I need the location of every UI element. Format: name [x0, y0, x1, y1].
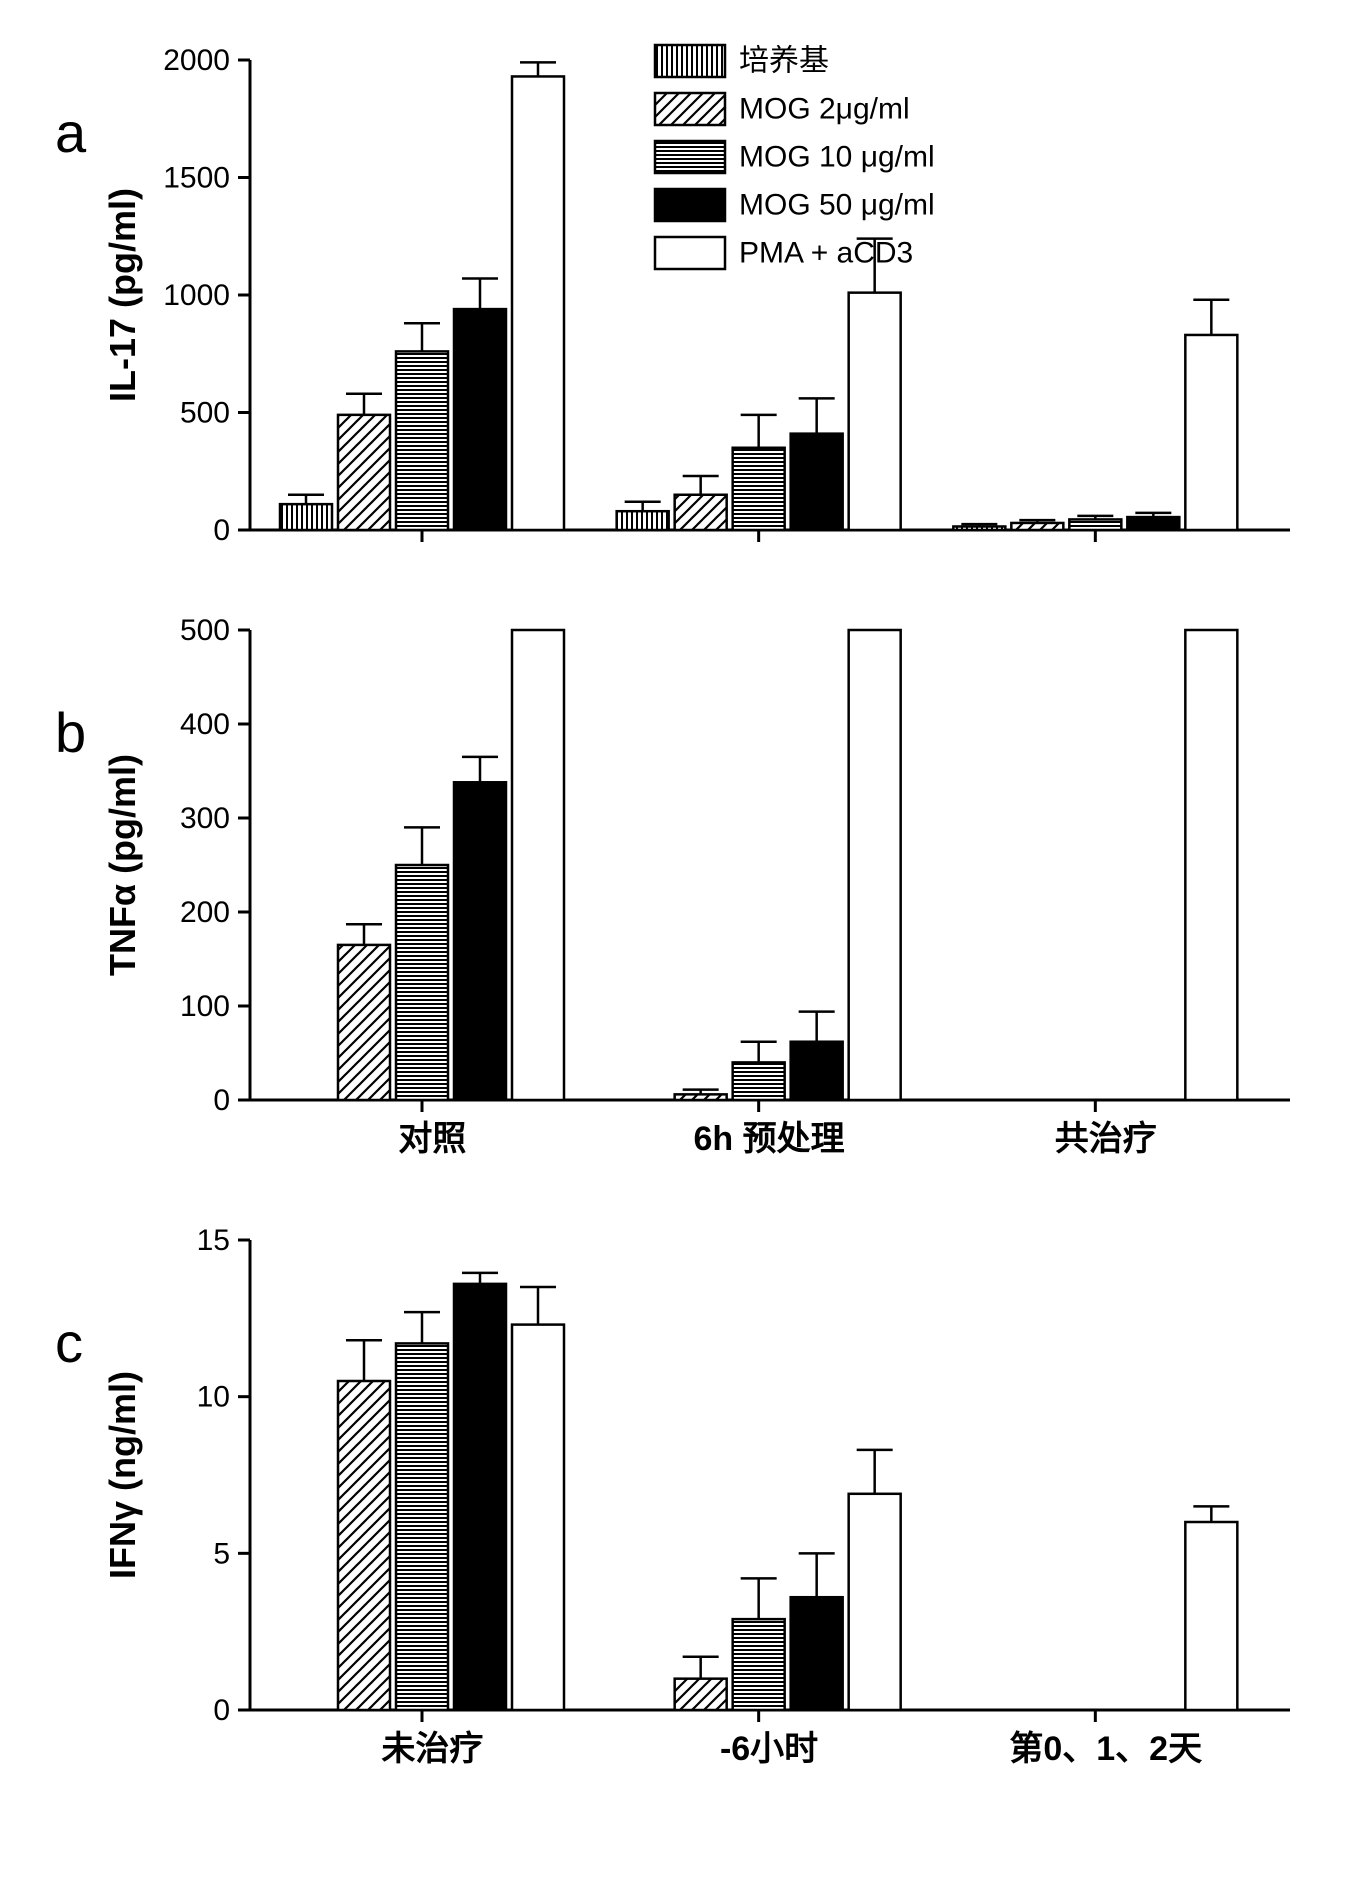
legend-swatch-media — [655, 45, 725, 77]
y-tick-label: 300 — [180, 802, 230, 835]
bar-a-g1-mog2 — [675, 495, 727, 530]
bar-a-g1-mog50 — [791, 434, 843, 530]
bar-a-g2-media — [953, 526, 1005, 530]
bar-a-g2-mog50 — [1127, 517, 1179, 530]
y-tick-label: 0 — [213, 514, 230, 547]
x-group-label: -6小时 — [720, 1730, 818, 1768]
y-tick-label: 5 — [213, 1537, 230, 1570]
legend-swatch-mog10 — [655, 141, 725, 173]
bar-a-g0-media — [280, 504, 332, 530]
bar-b-g2-pma — [1185, 630, 1237, 1100]
panel-c: 0 5 10 15 IFNγ (ng/ml) 未治疗 -6小时 第0、1、2天 — [102, 1224, 1290, 1768]
bar-c-g1-pma — [849, 1494, 901, 1710]
bar-c-g1-mog2 — [675, 1679, 727, 1710]
x-group-label: 对照 — [398, 1120, 466, 1158]
bar-b-g1-mog10 — [733, 1062, 785, 1100]
bar-b-g0-mog10 — [396, 865, 448, 1100]
y-tick-label: 100 — [180, 990, 230, 1023]
x-group-label: 未治疗 — [381, 1730, 483, 1768]
y-tick-label: 500 — [180, 397, 230, 430]
bar-a-g2-mog10 — [1069, 519, 1121, 530]
legend-label-mog2: MOG 2μg/ml — [739, 93, 910, 126]
bar-a-g0-mog10 — [396, 351, 448, 530]
legend-swatch-pma — [655, 237, 725, 269]
bar-c-g1-mog50 — [791, 1597, 843, 1710]
bar-a-g1-media — [617, 511, 669, 530]
y-tick-label: 1500 — [163, 162, 230, 195]
bar-b-g1-pma — [849, 630, 901, 1100]
legend-label-mog50: MOG 50 μg/ml — [739, 189, 935, 222]
bar-b-g1-mog50 — [791, 1042, 843, 1100]
y-axis-label: IFNγ (ng/ml) — [102, 1371, 143, 1579]
bar-b-g0-mog50 — [454, 782, 506, 1100]
bar-a-g0-mog50 — [454, 309, 506, 530]
bar-a-g1-mog10 — [733, 448, 785, 530]
bar-c-g0-pma — [512, 1325, 564, 1710]
x-group-label: 6h 预处理 — [694, 1120, 845, 1158]
panel-b: 0 100 200 300 400 500 TNFα (pg/ml) 对照 6h 预处理 共治疗 — [102, 614, 1290, 1158]
bar-b-g0-mog2 — [338, 945, 390, 1100]
bar-c-g0-mog2 — [338, 1381, 390, 1710]
x-group-label: 共治疗 — [1055, 1120, 1157, 1158]
legend-swatch-mog50 — [655, 189, 725, 221]
bar-c-g0-mog50 — [454, 1284, 506, 1710]
y-tick-label: 1000 — [163, 279, 230, 312]
bar-b-g0-pma — [512, 630, 564, 1100]
x-group-label: 第0、1、2天 — [1009, 1730, 1202, 1768]
legend-label-mog10: MOG 10 μg/ml — [739, 141, 935, 174]
figure-svg: 0500100015002000IL-17 (pg/ml)01002003004… — [0, 0, 1360, 1900]
y-tick-label: 200 — [180, 896, 230, 929]
bar-a-g2-pma — [1185, 335, 1237, 530]
y-tick-label: 400 — [180, 708, 230, 741]
bar-a-g0-mog2 — [338, 415, 390, 530]
y-tick-label: 15 — [197, 1224, 230, 1257]
y-tick-label: 500 — [180, 614, 230, 647]
bar-a-g0-pma — [512, 76, 564, 530]
y-axis-label: IL-17 (pg/ml) — [102, 188, 143, 402]
bar-a-g2-mog2 — [1011, 523, 1063, 530]
y-tick-label: 10 — [197, 1381, 230, 1414]
bar-c-g0-mog10 — [396, 1343, 448, 1710]
y-tick-label: 2000 — [163, 44, 230, 77]
bar-b-g1-mog2 — [675, 1094, 727, 1100]
y-tick-label: 0 — [213, 1084, 230, 1117]
bar-a-g1-pma — [849, 293, 901, 530]
legend-label-media: 培养基 — [739, 45, 829, 78]
figure-page: a b c 0500100015002000IL-17 (pg/ml)01002… — [0, 0, 1360, 1900]
legend-label-pma: PMA + aCD3 — [739, 237, 913, 270]
bar-c-g1-mog10 — [733, 1619, 785, 1710]
y-tick-label: 0 — [213, 1694, 230, 1727]
legend: 培养基 MOG 2μg/ml MOG 10 μg/ml MOG 50 μg/ml PMA… — [655, 45, 935, 270]
y-axis-label: TNFα (pg/ml) — [102, 754, 143, 976]
bar-c-g2-pma — [1185, 1522, 1237, 1710]
legend-swatch-mog2 — [655, 93, 725, 125]
